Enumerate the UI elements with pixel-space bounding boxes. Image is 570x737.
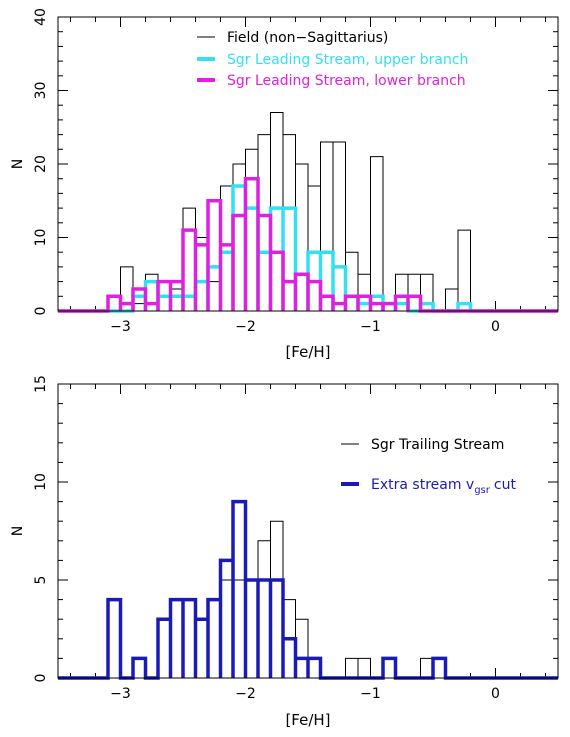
top-histogram-panel: 0 10 20 30 40 −3 −2 −1 0 [Fe/H] N Field … bbox=[10, 8, 559, 361]
bottom-histogram-panel: 0 5 10 15 −3 −2 −1 0 [Fe/H] N Sgr Traili… bbox=[10, 375, 559, 729]
top-y-axis-label: N bbox=[10, 159, 26, 169]
bottom-ytick-label: 15 bbox=[33, 375, 49, 393]
top-xtick-label: −2 bbox=[235, 319, 256, 335]
legend-label-extra-stream-main: Extra stream v bbox=[371, 477, 474, 493]
bottom-ytick-labels: 0 5 10 15 bbox=[33, 375, 49, 682]
bottom-ytick-label: 10 bbox=[33, 473, 49, 491]
bottom-xtick-label: −2 bbox=[235, 686, 256, 702]
top-xtick-label: 0 bbox=[491, 319, 500, 335]
bottom-ytick-label: 5 bbox=[33, 576, 49, 585]
bottom-y-axis-label: N bbox=[10, 526, 26, 536]
bottom-legend: Sgr Trailing Stream Extra stream vgsr cut bbox=[341, 437, 516, 496]
legend-label-extra-stream-tail: cut bbox=[494, 477, 517, 493]
bottom-x-axis-label: [Fe/H] bbox=[285, 711, 330, 729]
legend-label-field: Field (non−Sagittarius) bbox=[227, 30, 388, 46]
bottom-series-1-histogram bbox=[58, 499, 558, 680]
bottom-xtick-label: −1 bbox=[360, 686, 381, 702]
top-xtick-label: −3 bbox=[110, 319, 131, 335]
bottom-xtick-label: 0 bbox=[491, 686, 500, 702]
bottom-series-0-histogram bbox=[58, 520, 558, 679]
bottom-xtick-label: −3 bbox=[110, 686, 131, 702]
top-legend: Field (non−Sagittarius) Sgr Leading Stre… bbox=[197, 30, 468, 89]
bottom-plot-frame bbox=[57, 383, 559, 679]
top-series-layer bbox=[58, 112, 558, 313]
top-xtick-label: −1 bbox=[360, 319, 381, 335]
top-ytick-label: 40 bbox=[33, 8, 49, 26]
legend-label-extra-stream-subscript: gsr bbox=[474, 485, 491, 496]
bottom-xtick-labels: −3 −2 −1 0 bbox=[110, 686, 500, 702]
legend-label-extra-stream: Extra stream vgsr cut bbox=[371, 477, 516, 496]
top-plot-frame bbox=[57, 16, 559, 312]
top-ytick-label: 20 bbox=[33, 155, 49, 173]
legend-label-upper-branch: Sgr Leading Stream, upper branch bbox=[227, 52, 468, 68]
bottom-series-layer bbox=[58, 499, 558, 680]
top-ytick-labels: 0 10 20 30 40 bbox=[33, 8, 49, 315]
legend-label-trailing: Sgr Trailing Stream bbox=[371, 437, 504, 453]
top-ytick-label: 30 bbox=[33, 82, 49, 100]
top-xtick-labels: −3 −2 −1 0 bbox=[110, 319, 500, 335]
legend-label-lower-branch: Sgr Leading Stream, lower branch bbox=[227, 73, 466, 89]
top-ytick-label: 10 bbox=[33, 229, 49, 247]
top-ytick-label: 0 bbox=[33, 307, 49, 316]
bottom-ytick-label: 0 bbox=[33, 674, 49, 683]
top-x-axis-label: [Fe/H] bbox=[285, 343, 330, 361]
top-series-2-histogram bbox=[58, 176, 558, 313]
